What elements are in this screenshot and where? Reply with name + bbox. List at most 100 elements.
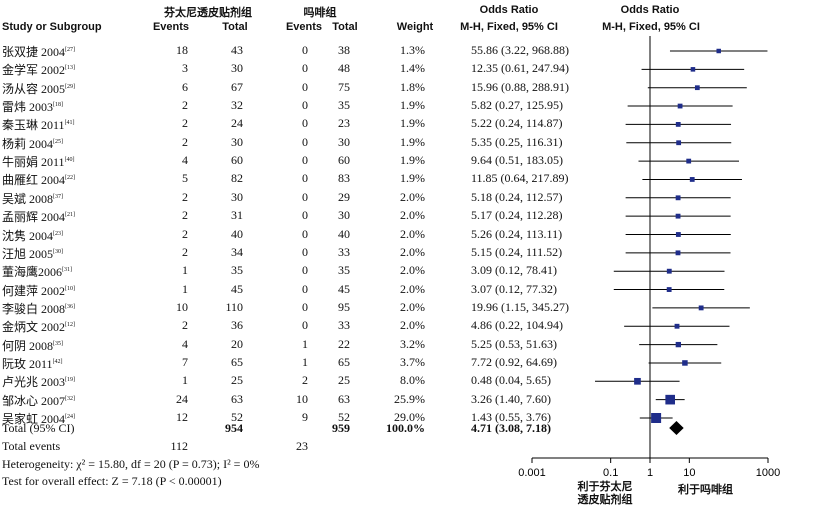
study-point-estimate xyxy=(634,377,641,385)
study-reference: [41] xyxy=(64,120,75,126)
events-group2: 0 xyxy=(302,282,308,296)
study-label: 吴家虹 2004 xyxy=(2,412,66,426)
total-group1: 36 xyxy=(231,318,243,332)
study-name: 吴斌 2008[37] xyxy=(2,190,63,207)
total-group1: 45 xyxy=(231,282,243,296)
study-point-estimate xyxy=(651,412,662,424)
weight-value: 2.0% xyxy=(400,318,425,332)
events-group1: 4 xyxy=(182,337,188,351)
study-reference: [22] xyxy=(65,175,76,181)
study-name: 牛丽娟 2011[40] xyxy=(2,153,75,170)
total-group1: 60 xyxy=(231,153,243,167)
total-group1: 110 xyxy=(225,300,243,314)
study-name: 沈隽 2004[23] xyxy=(2,227,63,244)
axis-tick-label: 1000 xyxy=(756,467,780,479)
total-group2: 35 xyxy=(338,98,350,112)
study-reference: [25] xyxy=(53,139,64,145)
total-group1: 954 xyxy=(225,421,243,435)
favours-left-line1: 利于芬太尼 xyxy=(577,481,633,493)
total-group1: 31 xyxy=(231,208,243,222)
study-point-estimate xyxy=(694,85,700,91)
total-label: Total (95% CI) xyxy=(2,421,75,435)
axis-tick-label: 1 xyxy=(647,467,653,479)
study-name: 雷炜 2003[18] xyxy=(2,98,63,115)
study-label: 邹冰心 2007 xyxy=(2,394,66,408)
total-group2: 22 xyxy=(338,337,350,351)
total-events-group2: 23 xyxy=(296,439,308,453)
study-point-estimate xyxy=(675,232,681,237)
or-sub-left: M-H, Fixed, 95% CI xyxy=(460,21,558,33)
study-point-estimate xyxy=(676,140,682,146)
study-reference: [21] xyxy=(65,212,76,218)
events-group1: 2 xyxy=(182,116,188,130)
study-column-header: Study or Subgroup xyxy=(2,21,102,33)
study-name: 金学军 2002[13] xyxy=(2,61,75,78)
total2-header: Total xyxy=(332,21,358,33)
favours-left-line2: 透皮贴剂组 xyxy=(577,494,633,506)
total-group1: 20 xyxy=(231,337,243,351)
weight-value: 2.0% xyxy=(400,208,425,222)
weight-value: 3.7% xyxy=(400,355,425,369)
or-title-right: Odds Ratio xyxy=(620,4,680,16)
study-reference: [23] xyxy=(53,231,64,237)
events-group2: 0 xyxy=(302,318,308,332)
study-point-estimate xyxy=(675,122,681,127)
events-group1: 7 xyxy=(182,355,188,369)
odds-ratio-ci-text: 3.09 (0.12, 78.41) xyxy=(471,263,557,277)
study-reference: [18] xyxy=(53,102,64,108)
weight-value: 2.0% xyxy=(400,300,425,314)
odds-ratio-ci-text: 15.96 (0.88, 288.91) xyxy=(471,80,569,94)
events-group2: 0 xyxy=(302,300,308,314)
favours-right: 利于吗啡组 xyxy=(678,484,733,496)
total-group2: 23 xyxy=(338,116,350,130)
favours-left: 利于芬太尼 透皮贴剂组 xyxy=(555,481,655,507)
events-group1: 2 xyxy=(182,98,188,112)
study-name: 孟丽辉 2004[21] xyxy=(2,208,75,225)
total-group1: 65 xyxy=(231,355,243,369)
total-group2: 30 xyxy=(338,135,350,149)
events-group1: 2 xyxy=(182,318,188,332)
weight-value: 1.4% xyxy=(400,61,425,75)
total-group2: 959 xyxy=(332,421,350,435)
events-group1: 6 xyxy=(182,80,188,94)
study-name: 秦玉琳 2011[41] xyxy=(2,116,75,133)
study-label: 李骏白 2008 xyxy=(2,302,66,316)
total-group2: 95 xyxy=(338,300,350,314)
weight-header: Weight xyxy=(396,21,434,33)
events-group2: 0 xyxy=(302,171,308,185)
total-group1: 30 xyxy=(231,190,243,204)
study-name: 杨莉 2004[25] xyxy=(2,135,63,152)
total-group2: 38 xyxy=(338,43,350,57)
weight-value: 2.0% xyxy=(400,190,425,204)
study-name: 何建萍 2002[10] xyxy=(2,282,75,299)
study-name: 汤从容 2005[29] xyxy=(2,80,75,97)
study-name: 何阴 2008[35] xyxy=(2,337,63,354)
total-weight: 100.0% xyxy=(386,421,425,435)
study-label: 张双捷 2004 xyxy=(2,45,66,59)
events-group2: 1 xyxy=(302,337,308,351)
weight-value: 1.3% xyxy=(400,43,425,57)
or-sub-right: M-H, Fixed, 95% CI xyxy=(602,21,700,33)
events2-header: Events xyxy=(285,21,323,33)
events-group2: 0 xyxy=(302,245,308,259)
weight-value: 1.8% xyxy=(400,80,425,94)
study-label: 秦玉琳 2011 xyxy=(2,118,65,132)
study-label: 卢光兆 2003 xyxy=(2,375,66,389)
events-group1: 1 xyxy=(182,263,188,277)
events-group1: 1 xyxy=(182,373,188,387)
study-label: 阮玫 2011 xyxy=(2,357,53,371)
study-label: 何阴 2008 xyxy=(2,339,54,353)
study-reference: [12] xyxy=(65,322,76,328)
odds-ratio-ci-text: 4.86 (0.22, 104.94) xyxy=(471,318,563,332)
events-group1: 4 xyxy=(182,153,188,167)
study-reference: [10] xyxy=(65,286,76,292)
weight-value: 2.0% xyxy=(400,263,425,277)
events-group2: 0 xyxy=(302,227,308,241)
odds-ratio-ci-text: 1.43 (0.55, 3.76) xyxy=(471,410,551,424)
total-group1: 30 xyxy=(231,61,243,75)
events-group1: 5 xyxy=(182,171,188,185)
total-group1: 43 xyxy=(231,43,243,57)
study-label: 雷炜 2003 xyxy=(2,100,54,114)
study-label: 曲雁红 2004 xyxy=(2,173,66,187)
